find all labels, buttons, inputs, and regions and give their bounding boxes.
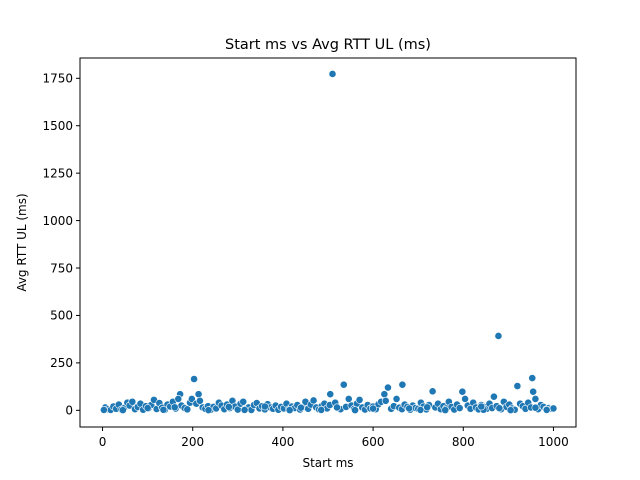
data-point [190, 375, 198, 383]
x-tick-label: 0 [99, 435, 107, 449]
data-point [194, 390, 203, 399]
data-point [187, 395, 196, 403]
data-point [405, 404, 414, 413]
data-point [380, 390, 389, 399]
data-point [326, 390, 335, 399]
y-tick-label: 500 [50, 309, 73, 323]
data-point [118, 406, 127, 415]
data-point [174, 395, 183, 403]
data-point [381, 396, 390, 405]
data-point [458, 387, 467, 396]
chart-title: Start ms vs Avg RTT UL (ms) [225, 37, 431, 53]
y-tick-label: 0 [65, 404, 73, 418]
data-point [128, 397, 137, 406]
data-point [549, 404, 558, 413]
data-point [239, 397, 248, 406]
data-point [423, 403, 432, 412]
data-point [196, 396, 204, 405]
data-point [531, 403, 540, 412]
data-point [528, 374, 537, 382]
y-axis-label: Avg RTT UL (ms) [15, 193, 29, 291]
data-point [416, 406, 425, 414]
data-point [355, 395, 364, 404]
x-axis-label: Start ms [302, 456, 353, 470]
y-tick-label: 1250 [42, 166, 73, 180]
data-point [441, 406, 450, 415]
data-point [224, 402, 233, 411]
y-axis: 0 250 500 750 1000 1250 1500 1750 [42, 72, 80, 418]
data-point [100, 406, 108, 414]
x-tick-label: 600 [362, 435, 385, 449]
data-point [513, 382, 522, 390]
data-point [183, 405, 192, 414]
data-point [328, 70, 337, 78]
data-point [369, 404, 377, 413]
data-point [317, 406, 326, 414]
data-point [461, 395, 469, 403]
data-points [100, 70, 558, 415]
data-point [542, 406, 551, 414]
data-point [455, 404, 464, 412]
data-point [344, 395, 353, 403]
data-point [309, 396, 318, 405]
x-axis: 0 200 400 600 800 1000 [99, 427, 569, 449]
y-tick-label: 1000 [42, 214, 73, 228]
data-point [384, 383, 392, 392]
data-point [143, 404, 152, 412]
plot-frame [79, 57, 577, 428]
y-tick-label: 250 [50, 356, 73, 370]
data-point [339, 380, 348, 389]
data-point [490, 392, 498, 401]
data-point [260, 402, 269, 411]
data-point [159, 405, 168, 414]
data-point [477, 402, 486, 411]
data-point [392, 395, 401, 403]
data-point [506, 406, 515, 415]
y-tick-label: 1500 [42, 119, 73, 133]
data-point [204, 406, 213, 415]
data-point [398, 380, 407, 389]
data-point [531, 395, 540, 403]
data-point [240, 406, 249, 414]
x-tick-label: 1000 [538, 435, 569, 449]
data-point [428, 387, 437, 396]
x-tick-label: 800 [452, 435, 475, 449]
data-point [333, 403, 341, 412]
x-tick-label: 400 [271, 435, 294, 449]
y-tick-label: 1750 [42, 72, 73, 86]
data-point [529, 387, 538, 396]
data-point [351, 406, 359, 415]
data-point [170, 403, 179, 412]
data-point [297, 403, 305, 412]
x-tick-label: 200 [181, 435, 204, 449]
data-point [495, 404, 504, 413]
data-point [494, 332, 503, 340]
data-point [285, 406, 294, 415]
y-tick-label: 750 [50, 261, 73, 275]
